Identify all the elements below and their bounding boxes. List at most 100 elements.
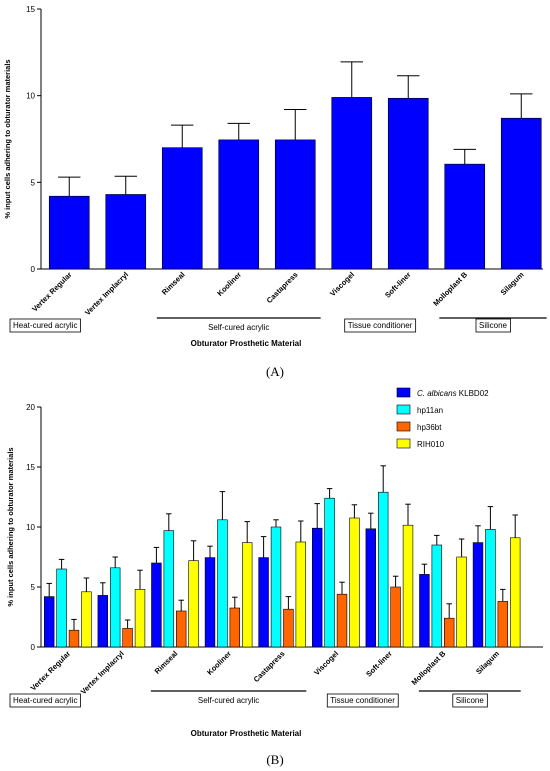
bar-hp11an-6 bbox=[377, 491, 389, 648]
bar-hp11an-0 bbox=[56, 568, 67, 648]
group-label-box bbox=[475, 318, 511, 333]
legend: C. albicans KLBD02 hp11an hp36bt RIH010 bbox=[396, 387, 489, 449]
legend-label: C. albicans KLBD02 bbox=[417, 389, 489, 398]
bar-klbd02-0 bbox=[43, 596, 55, 648]
y-tick-label: 5 bbox=[31, 583, 36, 592]
chart-panel-a: 0 5 10 15 % input cells adhering to obturato… bbox=[3, 5, 547, 348]
bar-klbd02-3 bbox=[218, 139, 260, 270]
x-tick-label: Castapress bbox=[265, 270, 300, 305]
bar-hp11an-7 bbox=[431, 544, 442, 648]
x-tick-label: Vertex Regular bbox=[30, 270, 74, 314]
bar-klbd02-7 bbox=[444, 163, 486, 270]
panel-label-b: (B) bbox=[266, 752, 284, 767]
x-tick-label: Castapress bbox=[252, 649, 287, 684]
bar-hp11an-1 bbox=[110, 567, 121, 648]
bar-hp36bt-5 bbox=[336, 593, 348, 648]
bar-hp36bt-2 bbox=[176, 610, 187, 648]
bar-klbd02-8 bbox=[500, 117, 542, 270]
legend-swatch bbox=[396, 404, 411, 415]
legend-swatch bbox=[396, 438, 411, 449]
bar-rih010-8 bbox=[509, 537, 521, 648]
group-label: Tissue conditioner bbox=[348, 321, 413, 330]
group-label: Self-cured acrylic bbox=[198, 696, 259, 705]
bar-hp11an-4 bbox=[270, 526, 282, 648]
bar-klbd02-4 bbox=[274, 139, 316, 270]
panel-label-a: (A) bbox=[265, 364, 285, 379]
bar-rih010-4 bbox=[295, 541, 306, 648]
bar-rih010-7 bbox=[456, 556, 467, 648]
bar-klbd02-2 bbox=[151, 562, 162, 648]
bar-hp36bt-3 bbox=[229, 607, 240, 648]
x-tick-label: Viscogel bbox=[312, 649, 340, 677]
x-tick-label: Molloplast B bbox=[431, 270, 469, 308]
bar-rih010-3 bbox=[242, 542, 253, 648]
bar-hp11an-8 bbox=[485, 529, 496, 648]
group-label-box bbox=[9, 693, 81, 708]
y-tick-label: 0 bbox=[31, 265, 36, 274]
group-label: Self-cured acrylic bbox=[208, 323, 269, 332]
y-tick-label: 15 bbox=[26, 463, 35, 472]
group-label: Tissue conditioner bbox=[330, 696, 395, 705]
bar-rih010-5 bbox=[349, 517, 360, 648]
x-tick-label: Vertex Implacryl bbox=[83, 270, 130, 317]
bar-klbd02-2 bbox=[161, 147, 203, 270]
bar-hp36bt-4 bbox=[283, 608, 294, 648]
x-tick-label: Kooliner bbox=[215, 270, 243, 298]
x-axis-label: Obturator Prosthetic Material bbox=[191, 339, 302, 348]
x-tick-label: Soft-liner bbox=[383, 270, 413, 300]
y-tick-label: 10 bbox=[26, 523, 35, 532]
legend-label: RIH010 bbox=[417, 440, 445, 449]
bar-rih010-2 bbox=[188, 560, 199, 648]
bar-hp11an-5 bbox=[324, 497, 335, 648]
x-tick-label: Silagum bbox=[499, 270, 526, 297]
bar-klbd02-1 bbox=[97, 595, 109, 648]
bar-hp11an-3 bbox=[217, 519, 228, 648]
group-label-box bbox=[9, 318, 81, 333]
x-tick-label: Vertex Regular bbox=[29, 649, 73, 693]
bar-hp36bt-6 bbox=[390, 586, 401, 648]
x-tick-label: Vertex Implacryl bbox=[79, 649, 126, 696]
x-tick-label: Viscogel bbox=[328, 270, 356, 298]
x-tick-label: Rimseal bbox=[160, 270, 187, 297]
y-axis-label: % input cells adhering to obturator mate… bbox=[6, 447, 15, 606]
y-tick-label: 10 bbox=[26, 92, 35, 101]
bar-rih010-0 bbox=[81, 591, 92, 648]
bar-klbd02-6 bbox=[387, 97, 429, 270]
legend-swatch bbox=[396, 421, 411, 432]
y-tick-label: 5 bbox=[31, 178, 36, 187]
x-axis-label: Obturator Prosthetic Material bbox=[191, 729, 302, 738]
bar-klbd02-7 bbox=[419, 574, 430, 648]
group-label-box bbox=[326, 693, 399, 708]
x-tick-label: Rimseal bbox=[153, 649, 180, 676]
x-tick-label: Soft-liner bbox=[364, 649, 394, 679]
bar-rih010-6 bbox=[402, 524, 414, 648]
group-label: Silicone bbox=[456, 696, 485, 705]
bar-hp36bt-1 bbox=[122, 628, 133, 648]
legend-label: hp11an bbox=[417, 406, 443, 415]
bar-klbd02-8 bbox=[472, 542, 484, 648]
x-tick-label: Silagum bbox=[474, 649, 501, 676]
chart-panel-b: 0 5 10 15 20 % input cells adhering to obtura… bbox=[6, 387, 543, 738]
bar-hp36bt-0 bbox=[68, 629, 80, 648]
bar-rih010-1 bbox=[134, 589, 146, 648]
x-tick-label: Kooliner bbox=[205, 649, 233, 677]
y-tick-label: 0 bbox=[31, 643, 36, 652]
bar-klbd02-1 bbox=[105, 194, 147, 270]
y-tick-label: 20 bbox=[26, 403, 35, 412]
legend-swatch bbox=[396, 387, 411, 398]
group-label: Heat-cured acrylic bbox=[13, 321, 77, 330]
group-label-box bbox=[452, 693, 488, 708]
bar-klbd02-5 bbox=[311, 527, 323, 648]
bar-hp36bt-8 bbox=[497, 601, 508, 648]
group-label-box bbox=[344, 318, 417, 333]
bar-klbd02-6 bbox=[365, 528, 376, 648]
legend-label: hp36bt bbox=[417, 423, 442, 432]
y-axis-label: % input cells adhering to obturator mate… bbox=[3, 59, 12, 218]
bar-klbd02-5 bbox=[331, 97, 373, 270]
bar-hp36bt-7 bbox=[443, 617, 455, 648]
group-label: Silicone bbox=[479, 321, 508, 330]
bar-klbd02-4 bbox=[258, 557, 269, 648]
y-tick-label: 15 bbox=[26, 5, 35, 14]
bar-hp11an-2 bbox=[163, 530, 174, 648]
